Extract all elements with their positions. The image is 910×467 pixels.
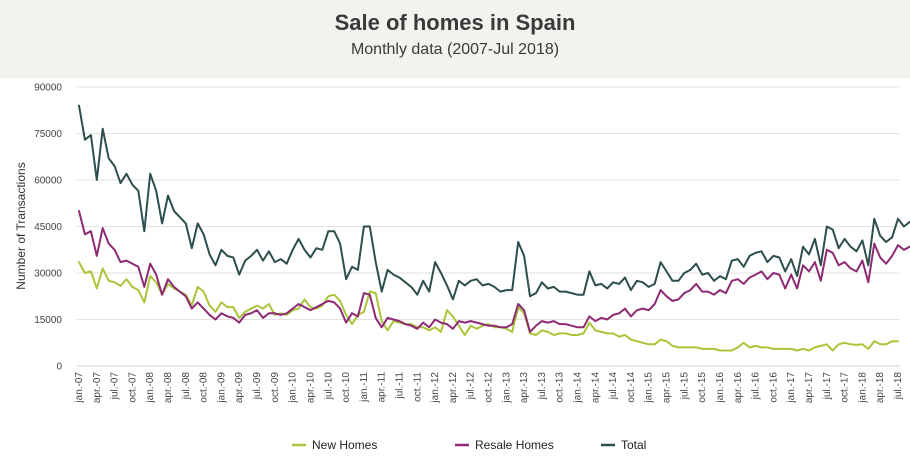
series-lines — [78, 104, 910, 352]
legend-label: Resale Homes — [475, 438, 554, 452]
x-tick-label: jul.-08 — [181, 372, 192, 401]
x-tick-label: jul.-07 — [110, 372, 121, 401]
x-tick-label: jan.-13 — [501, 372, 512, 404]
x-tick-label: jul.-15 — [679, 372, 690, 401]
x-tick-label: jul.-11 — [394, 372, 405, 400]
x-tick-label: apr.-08 — [163, 372, 174, 404]
x-tick-label: jul.-16 — [751, 372, 762, 401]
x-tick-label: oct.-16 — [768, 372, 779, 403]
x-tick-label: jan.-17 — [786, 372, 797, 404]
x-tick-label: oct.-12 — [484, 372, 495, 403]
x-tick-label: apr.-18 — [875, 372, 886, 404]
x-tick-label: jul.-18 — [893, 372, 904, 401]
x-tick-label: apr.-15 — [662, 372, 673, 404]
y-axis-tick-labels: 0 15000 30000 45000 60000 75000 90000 — [34, 83, 62, 373]
new-homes-line — [78, 261, 899, 352]
x-tick-label: apr.-09 — [234, 372, 245, 404]
x-tick-label: apr.-07 — [92, 372, 103, 404]
x-tick-label: jan.-14 — [573, 372, 584, 404]
legend-label: Total — [621, 438, 646, 452]
x-tick-label: oct.-17 — [840, 372, 851, 403]
x-tick-label: jan.-10 — [288, 372, 299, 404]
x-tick-label: oct.-15 — [697, 372, 708, 403]
y-tick-label: 90000 — [34, 83, 62, 94]
x-tick-label: jan.-16 — [715, 372, 726, 404]
legend: New Homes Resale Homes Total — [292, 438, 646, 452]
y-axis-label: Number of Transactions — [14, 162, 28, 289]
x-tick-label: apr.-12 — [448, 372, 459, 404]
total-line — [78, 104, 910, 301]
x-tick-label: jan.-15 — [644, 372, 655, 404]
x-tick-label: jul.-14 — [608, 372, 619, 401]
x-tick-label: apr.-17 — [804, 372, 815, 404]
x-tick-label: jan.-18 — [857, 372, 868, 404]
x-tick-label: oct.-14 — [626, 372, 637, 403]
x-tick-label: jul.-10 — [323, 372, 334, 401]
y-tick-label: 45000 — [34, 222, 62, 233]
x-tick-label: jan.-09 — [216, 372, 227, 404]
x-axis-tick-labels: jan.-07 apr.-07 jul.-07 oct.-07 jan.-08 apr.-… — [74, 372, 904, 404]
x-tick-label: jul.-17 — [822, 372, 833, 401]
x-tick-label: oct.-11 — [412, 372, 423, 402]
x-tick-label: apr.-10 — [305, 372, 316, 404]
y-tick-label: 75000 — [34, 129, 62, 140]
grid-lines — [77, 86, 900, 320]
x-tick-label: oct.-10 — [341, 372, 352, 403]
chart-header: Sale of homes in Spain Monthly data (200… — [0, 0, 910, 78]
chart-subtitle: Monthly data (2007-Jul 2018) — [350, 41, 560, 58]
x-tick-label: jul.-12 — [466, 372, 477, 401]
y-tick-label: 60000 — [34, 176, 62, 187]
y-tick-label: 0 — [56, 362, 62, 373]
x-tick-label: oct.-09 — [270, 372, 281, 403]
x-tick-label: jan.-08 — [145, 372, 156, 404]
x-tick-label: oct.-13 — [555, 372, 566, 403]
x-tick-label: apr.-14 — [590, 372, 601, 404]
x-tick-label: apr.-16 — [733, 372, 744, 404]
x-tick-label: jan.-12 — [430, 372, 441, 404]
x-tick-label: jul.-13 — [537, 372, 548, 401]
resale-homes-line — [78, 210, 910, 333]
chart-title: Sale of homes in Spain — [334, 10, 576, 35]
x-tick-label: jan.-07 — [74, 372, 85, 404]
x-tick-label: jul.-09 — [252, 372, 263, 401]
y-tick-label: 30000 — [34, 269, 62, 280]
x-tick-label: jan.-11 — [359, 372, 370, 403]
x-tick-label: apr.-13 — [519, 372, 530, 404]
legend-label: New Homes — [312, 438, 377, 452]
x-tick-label: apr.-11 — [377, 372, 388, 403]
y-tick-label: 15000 — [34, 315, 62, 326]
x-tick-label: oct.-07 — [127, 372, 138, 403]
x-tick-label: oct.-08 — [199, 372, 210, 403]
